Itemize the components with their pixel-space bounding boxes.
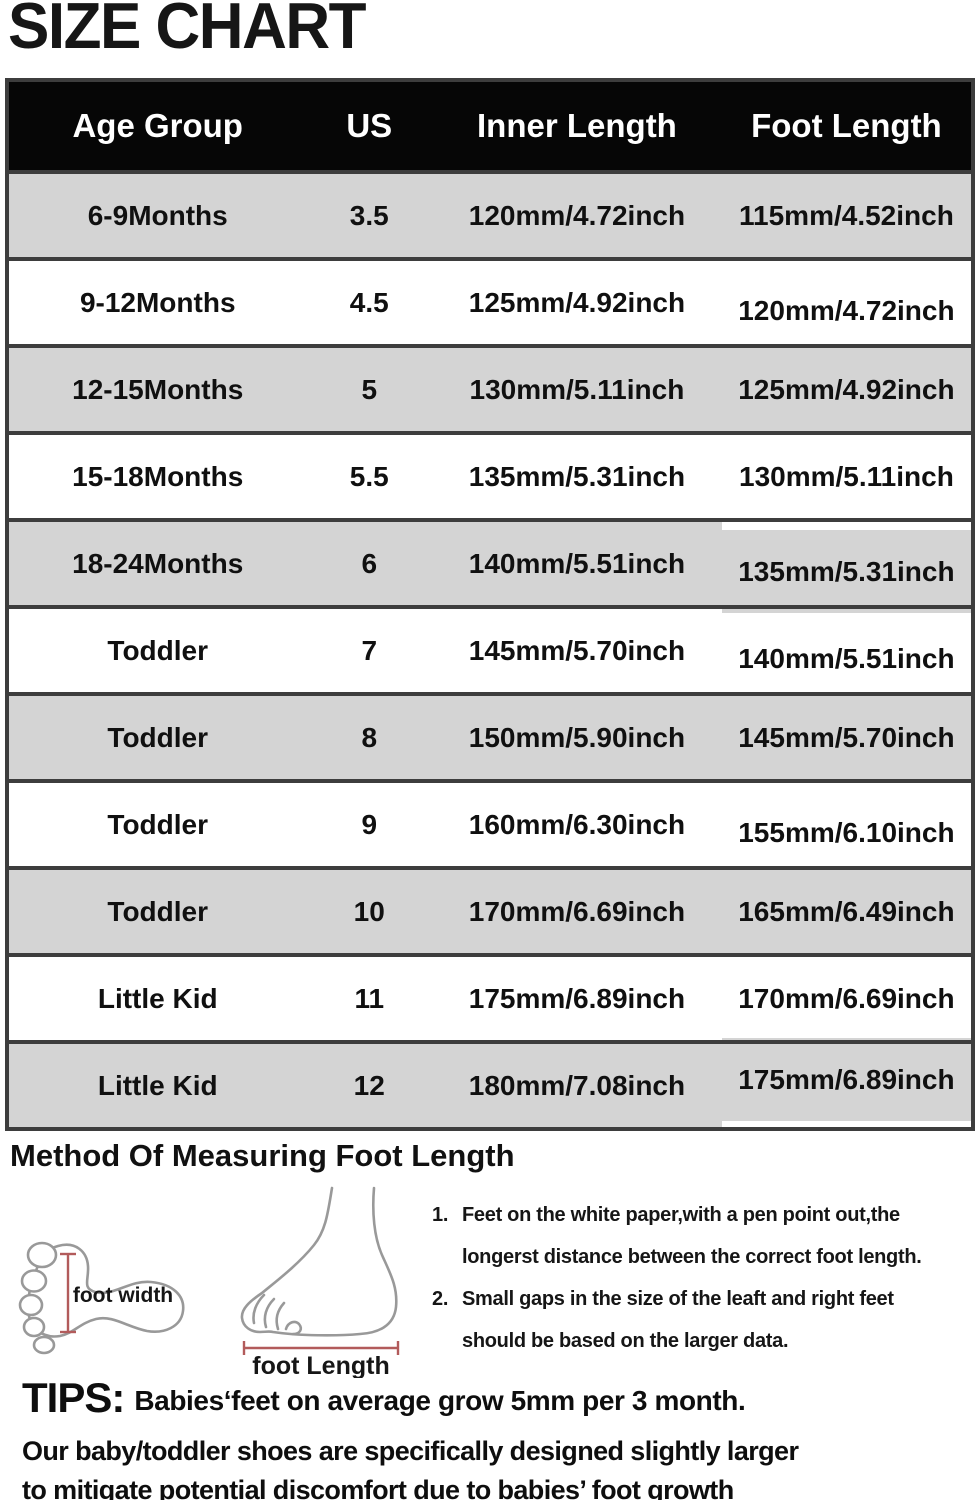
foot-length-cell: 120mm/4.72inch (738, 294, 955, 326)
inner-length-cell: 125mm/4.92inch (468, 286, 686, 318)
instruction-2-line-1: 2. Small gaps in the size of the leaft an… (432, 1278, 980, 1320)
inner-length-cell: 135mm/5.31inch (468, 460, 686, 492)
table-row: Little Kid 12 180mm/7.08inch 175mm/6.89inch (7, 1042, 973, 1129)
foot-length-measure-line (242, 1341, 400, 1355)
table-row: Toddler 10 170mm/6.69inch 165mm/6.49inch (7, 868, 973, 955)
table-row: Toddler 8 150mm/5.90inch 145mm/5.70inch (7, 694, 973, 781)
inner-length-cell: 130mm/5.11inch (469, 373, 685, 405)
inner-length-cell: 180mm/7.08inch (468, 1069, 686, 1101)
foot-length-cell: 130mm/5.11inch (739, 460, 954, 492)
tips-label: TIPS: (22, 1374, 125, 1421)
foot-sole-icon: foot width (18, 1241, 185, 1355)
foot-length-cell: 145mm/5.70inch (738, 721, 955, 753)
age-group-cell: 15-18Months (72, 460, 244, 492)
us-size-cell: 5 (361, 373, 378, 405)
foot-length-cell: 175mm/6.89inch (738, 1063, 955, 1095)
table-row: 9-12Months 4.5 125mm/4.92inch 120mm/4.72inc… (7, 259, 973, 346)
instruction-1-text: Feet on the white paper,with a pen point… (462, 1204, 900, 1226)
us-size-cell: 7 (361, 634, 378, 666)
foot-length-cell: 165mm/6.49inch (738, 895, 955, 927)
table-row: 12-15Months 5 130mm/5.11inch 125mm/4.92inch (7, 346, 973, 433)
foot-width-diagram: foot width (16, 1236, 196, 1362)
instruction-2-line-2: should be based on the larger data. (462, 1330, 789, 1352)
tips-line-3: to mitigate potential discomfort due to … (22, 1475, 734, 1500)
us-size-cell: 8 (361, 721, 378, 753)
age-group-cell: 12-15Months (72, 373, 244, 405)
page-title: SIZE CHART (8, 0, 367, 63)
table-row: Toddler 9 160mm/6.30inch 155mm/6.10inch (7, 781, 973, 868)
us-size-cell: 11 (354, 982, 385, 1014)
col-header-foot-length: Foot Length (721, 80, 973, 172)
instruction-1-number: 1. (432, 1204, 449, 1226)
age-group-cell: Little Kid (97, 1069, 218, 1101)
foot-width-measure-line (60, 1252, 76, 1334)
inner-length-cell: 150mm/5.90inch (468, 721, 686, 753)
foot-length-cell: 140mm/5.51inch (738, 642, 955, 674)
tips-line-1: TIPS: Babies‘feet on average grow 5mm per… (22, 1372, 972, 1432)
col-header-us: US (306, 80, 433, 172)
inner-length-cell: 160mm/6.30inch (468, 808, 686, 840)
table-row: Toddler 7 145mm/5.70inch 140mm/5.51inch (7, 607, 973, 694)
foot-side-icon: foot Length (240, 1186, 400, 1380)
instruction-2-number: 2. (432, 1288, 449, 1310)
foot-length-cell: 155mm/6.10inch (738, 816, 955, 848)
table-row: 18-24Months 6 140mm/5.51inch 135mm/5.31inch (7, 520, 973, 607)
us-size-cell: 9 (361, 808, 378, 840)
measuring-heading: Method Of Measuring Foot Length (10, 1138, 515, 1173)
inner-length-cell: 175mm/6.89inch (468, 982, 686, 1014)
foot-length-diagram: foot Length (226, 1186, 416, 1380)
age-group-cell: 18-24Months (72, 547, 244, 579)
foot-length-cell: 135mm/5.31inch (738, 555, 955, 587)
us-size-cell: 6 (361, 547, 378, 579)
age-group-cell: Toddler (107, 895, 209, 927)
tips-text-1: Babies‘feet on average grow 5mm per 3 mo… (134, 1385, 746, 1416)
table-row: Little Kid 11 175mm/6.89inch 170mm/6.69inch (7, 955, 973, 1042)
us-size-cell: 12 (353, 1069, 385, 1101)
foot-length-label: foot Length (252, 1352, 389, 1378)
inner-length-cell: 120mm/4.72inch (468, 199, 686, 231)
tips-line-2: Our baby/toddler shoes are specifically … (22, 1436, 799, 1466)
us-size-cell: 5.5 (349, 460, 389, 492)
measuring-instructions: 1. Feet on the white paper,with a pen poi… (432, 1194, 980, 1362)
us-size-cell: 10 (353, 895, 385, 927)
col-header-inner-length: Inner Length (432, 80, 722, 172)
age-group-cell: Little Kid (97, 982, 218, 1014)
inner-length-cell: 145mm/5.70inch (468, 634, 686, 666)
age-group-cell: 6-9Months (87, 199, 228, 231)
instruction-2-text: Small gaps in the size of the leaft and … (462, 1288, 894, 1310)
col-header-age-group: Age Group (7, 80, 307, 172)
foot-length-cell: 115mm/4.52inch (739, 199, 954, 231)
instruction-1-line-2: longerst distance between the correct fo… (462, 1246, 922, 1268)
us-size-cell: 3.5 (349, 199, 389, 231)
inner-length-cell: 170mm/6.69inch (468, 895, 686, 927)
tips-section: TIPS: Babies‘feet on average grow 5mm per… (22, 1372, 972, 1500)
age-group-cell: Toddler (107, 808, 209, 840)
size-table-body: 6-9Months 3.5 120mm/4.72inch 115mm/4.52inch… (7, 172, 973, 1129)
table-header-row: Age Group US Inner Length Foot Length (7, 80, 973, 172)
instruction-1-line-1: 1. Feet on the white paper,with a pen poi… (432, 1194, 980, 1236)
inner-length-cell: 140mm/5.51inch (468, 547, 686, 579)
table-row: 6-9Months 3.5 120mm/4.72inch 115mm/4.52inch (7, 172, 973, 259)
age-group-cell: Toddler (107, 634, 209, 666)
foot-length-cell: 170mm/6.69inch (738, 982, 955, 1014)
table-row: 15-18Months 5.5 135mm/5.31inch 130mm/5.11in… (7, 433, 973, 520)
size-table: Age Group US Inner Length Foot Length 6-… (5, 78, 975, 1131)
foot-length-cell: 125mm/4.92inch (738, 373, 955, 405)
age-group-cell: Toddler (107, 721, 209, 753)
foot-width-label: foot width (73, 1284, 173, 1307)
us-size-cell: 4.5 (349, 286, 389, 318)
age-group-cell: 9-12Months (79, 286, 236, 318)
